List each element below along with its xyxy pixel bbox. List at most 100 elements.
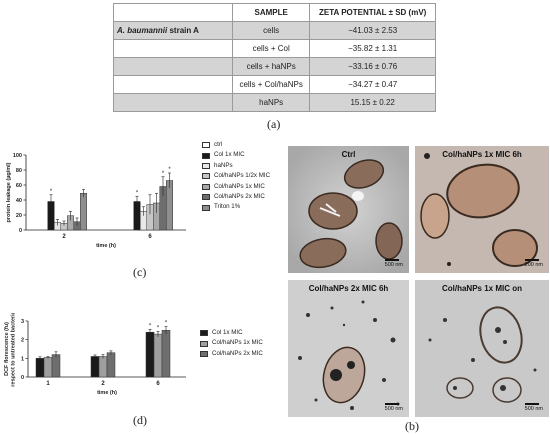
y-tick-label: 20 bbox=[16, 213, 22, 219]
x-axis-label: time (h) bbox=[96, 243, 116, 249]
x-tick-label: 6 bbox=[148, 234, 152, 240]
legend-label: Col 1x MIC bbox=[214, 151, 245, 159]
tem-image-1x-on: Col/haNPs 1x MIC on 500 nm bbox=[415, 280, 549, 417]
y-tick-label: 0 bbox=[21, 375, 24, 381]
bar bbox=[35, 358, 45, 378]
significance-marker: * bbox=[149, 323, 152, 329]
legend-swatch bbox=[200, 330, 208, 337]
table-row: haNPs 15.15 ± 0.22 bbox=[113, 93, 436, 112]
ctrl-micrograph bbox=[288, 146, 409, 273]
y-tick-label: 80 bbox=[16, 168, 22, 174]
table-header-row: SAMPLE ZETA POTENTIAL ± SD (mV) bbox=[113, 3, 436, 22]
x-axis-label: time (h) bbox=[97, 390, 117, 396]
legend-label: Col/haNPs 2x MIC bbox=[212, 349, 263, 357]
dcf-fluorescence-chart: 0 1 2 3 DCF florescence (fu)respect to untre… bbox=[4, 313, 186, 396]
y-axis-label-line: DCF florescence (fu) bbox=[4, 322, 10, 376]
table-header-zeta: ZETA POTENTIAL ± SD (mV) bbox=[309, 3, 436, 22]
tem-image-ctrl: Ctrl 500 nm bbox=[288, 146, 409, 273]
y-tick-label: 100 bbox=[13, 153, 22, 159]
bar bbox=[153, 333, 163, 378]
zeta-cell: −35.82 ± 1.31 bbox=[309, 39, 436, 58]
significance-marker: * bbox=[50, 189, 53, 195]
col-hanps-2x-6h-micrograph bbox=[288, 280, 409, 417]
x-tick-label: 2 bbox=[62, 234, 66, 240]
bar bbox=[145, 331, 155, 378]
protein-leakage-legend: ctrl Col 1x MIC haNPs Col/haNPs 1/2x MIC Col… bbox=[202, 140, 270, 213]
sample-cell: cells bbox=[231, 21, 311, 40]
significance-marker: * bbox=[165, 321, 168, 327]
y-axis-label-line: respect to untreated bacteria bbox=[11, 313, 17, 387]
sample-cell: haNPs bbox=[231, 93, 311, 112]
scale-label: 500 nm bbox=[384, 262, 403, 268]
panel-label-d: (d) bbox=[133, 413, 147, 427]
scale-label: 500 nm bbox=[384, 406, 403, 412]
y-axis-label: protein leakage (µg/ml) bbox=[6, 162, 12, 222]
bar bbox=[98, 356, 108, 378]
legend-label: Col/haNPs 1x MIC bbox=[214, 182, 265, 190]
zeta-cell: 15.15 ± 0.22 bbox=[309, 93, 436, 112]
legend-label: haNPs bbox=[214, 161, 233, 169]
legend-item: Col 1x MIC bbox=[200, 328, 263, 338]
strain-suffix: strain A bbox=[169, 26, 199, 35]
y-tick-label: 1 bbox=[21, 356, 24, 362]
scale-bar: 500 nm bbox=[384, 259, 403, 268]
table-header-empty bbox=[113, 3, 233, 22]
bar bbox=[161, 330, 171, 378]
legend-label: Triton 1% bbox=[214, 203, 241, 211]
legend-swatch bbox=[202, 152, 210, 159]
legend-label: Col/haNPs 1/2x MIC bbox=[214, 172, 271, 180]
legend-label: ctrl bbox=[214, 141, 223, 148]
tem-image-1x-6h: Col/haNPs 1x MIC 6h 200 nm bbox=[415, 146, 549, 273]
table-row: cells + Col −35.82 ± 1.31 bbox=[113, 39, 436, 58]
legend-swatch bbox=[200, 340, 208, 347]
y-axis-label-line: protein leakage (µg/ml) bbox=[6, 162, 12, 222]
y-tick-label: 60 bbox=[16, 183, 22, 189]
y-tick-label: 2 bbox=[21, 338, 24, 344]
sample-cell: cells + haNPs bbox=[231, 57, 311, 76]
scale-bar: 500 nm bbox=[384, 403, 403, 412]
zeta-cell: −41.03 ± 2.53 bbox=[309, 21, 436, 40]
legend-item: Triton 1% bbox=[202, 202, 270, 212]
significance-marker: * bbox=[162, 171, 165, 177]
tem-title: Ctrl bbox=[341, 150, 356, 159]
bar bbox=[43, 357, 53, 378]
tem-title: Col/haNPs 1x MIC 6h bbox=[442, 150, 522, 159]
bar bbox=[106, 352, 116, 378]
legend-item: Col 1x MIC bbox=[202, 150, 270, 160]
legend-item: ctrl bbox=[202, 140, 270, 150]
tem-image-2x-6h: Col/haNPs 2x MIC 6h 500 nm bbox=[288, 280, 409, 417]
table-row: A. baumannii strain A cells −41.03 ± 2.5… bbox=[113, 21, 436, 40]
empty-cell bbox=[113, 75, 233, 94]
y-axis-label: DCF florescence (fu)respect to untreated… bbox=[4, 313, 17, 387]
significance-marker: * bbox=[168, 167, 171, 173]
legend-label: Col/haNPs 2x MIC bbox=[214, 193, 265, 201]
legend-label: Col 1x MIC bbox=[212, 329, 243, 336]
legend-item: haNPs bbox=[202, 161, 270, 171]
scale-label: 200 nm bbox=[524, 262, 543, 268]
y-tick-label: 3 bbox=[21, 319, 24, 325]
legend-swatch bbox=[202, 194, 210, 201]
scale-bar: 200 nm bbox=[524, 259, 543, 268]
zeta-potential-table: SAMPLE ZETA POTENTIAL ± SD (mV) A. bauma… bbox=[113, 3, 436, 112]
tem-title: Col/haNPs 1x MIC on bbox=[441, 284, 522, 293]
y-tick-label: 0 bbox=[19, 228, 22, 234]
legend-item: Col/haNPs 1/2x MIC bbox=[202, 171, 270, 181]
strain-cell: A. baumannii strain A bbox=[113, 21, 233, 40]
legend-swatch bbox=[202, 204, 210, 211]
legend-swatch bbox=[202, 173, 210, 180]
legend-swatch bbox=[202, 183, 210, 190]
panel-label-b: (b) bbox=[405, 419, 419, 433]
table-row: cells + Col/haNPs −34.27 ± 0.47 bbox=[113, 75, 436, 94]
legend-item: Col/haNPs 2x MIC bbox=[200, 349, 263, 359]
tem-title: Col/haNPs 2x MIC 6h bbox=[308, 284, 389, 293]
strain-species: A. baumannii bbox=[117, 26, 168, 35]
empty-cell bbox=[113, 93, 233, 112]
table-header-sample: SAMPLE bbox=[231, 3, 311, 22]
significance-marker: * bbox=[157, 325, 160, 331]
legend-label: Col/haNPs 1x MIC bbox=[212, 339, 263, 347]
bar bbox=[90, 356, 100, 378]
legend-item: Col/haNPs 2x MIC bbox=[202, 192, 270, 202]
sample-cell: cells + Col/haNPs bbox=[231, 75, 311, 94]
panel-label-c: (c) bbox=[133, 265, 147, 279]
